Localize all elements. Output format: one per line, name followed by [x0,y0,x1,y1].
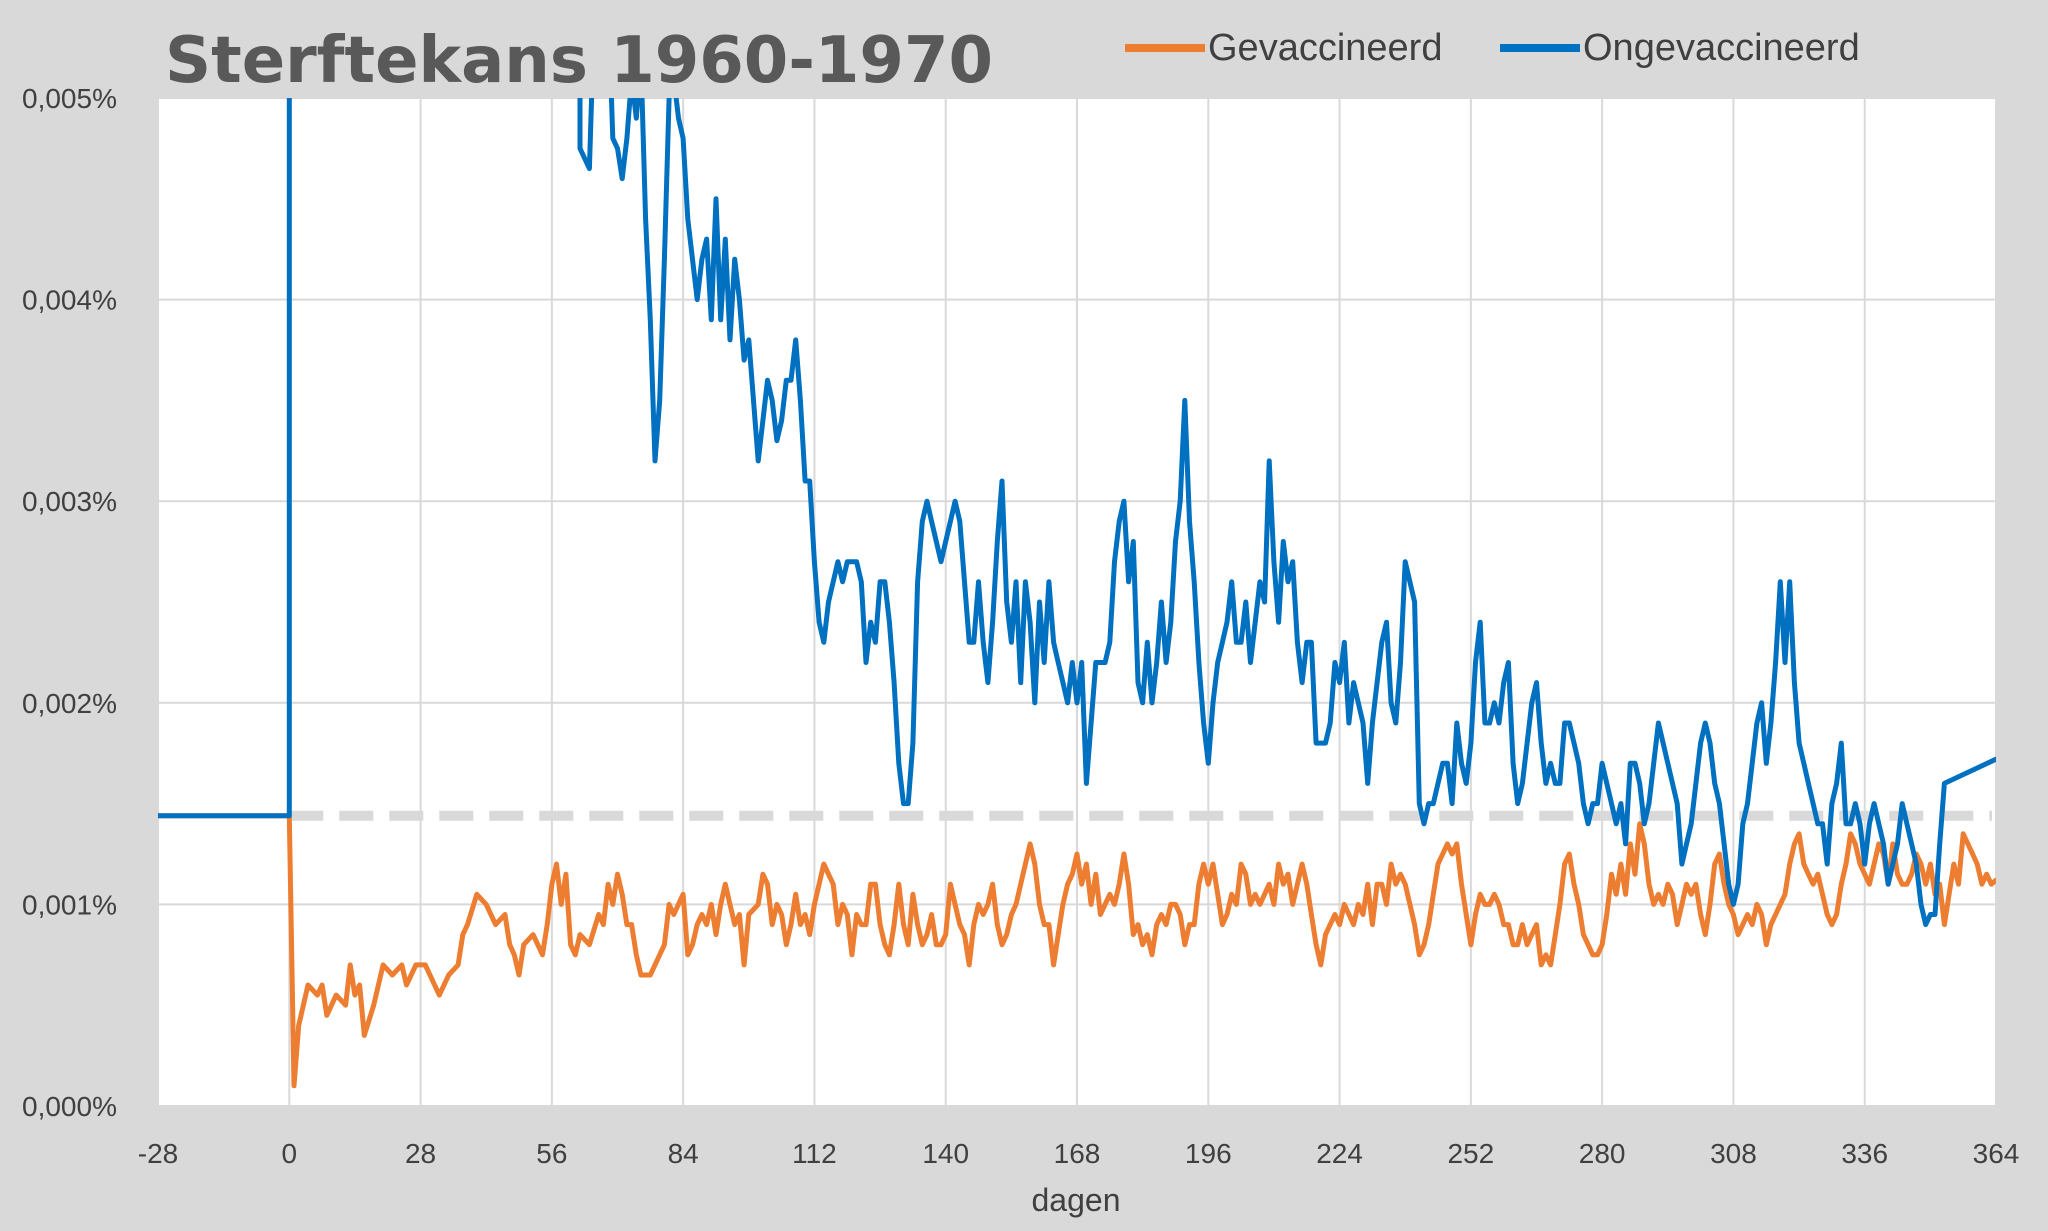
x-tick-label: 28 [405,1138,436,1169]
x-axis-label: dagen [1032,1182,1121,1218]
x-tick-label: 84 [668,1138,699,1169]
x-tick-label: 308 [1710,1138,1757,1169]
y-tick-label: 0,000% [22,1091,117,1122]
y-tick-label: 0,001% [22,889,117,920]
legend-label-ongevaccineerd: Ongevaccineerd [1583,27,1860,69]
x-tick-label: 252 [1447,1138,1494,1169]
x-tick-label: 280 [1579,1138,1626,1169]
x-tick-label: 0 [281,1138,297,1169]
axes: -28 0 28 56 84 112 140 168 196 224 252 280 308 336 364… [22,83,2019,1169]
x-tick-label: 224 [1316,1138,1363,1169]
x-tick-label: 336 [1841,1138,1888,1169]
x-tick-label: 56 [536,1138,567,1169]
y-tick-label: 0,003% [22,486,117,517]
y-tick-label: 0,002% [22,688,117,719]
chart-title: Sterftekans 1960-1970 [165,24,993,98]
series-line-ongevaccineerd [158,98,1996,928]
series-layer [158,98,1996,1089]
x-tick-label: 140 [922,1138,969,1169]
x-tick-label: 112 [792,1138,837,1169]
x-tick-label: 364 [1973,1138,2020,1169]
x-tick-label: -28 [138,1138,178,1169]
legend-label-gevaccineerd: Gevaccineerd [1208,27,1442,69]
y-tick-label: 0,004% [22,285,117,316]
series-line-gevaccineerd [158,813,1996,1089]
y-tick-label: 0,005% [22,83,117,114]
x-tick-label: 196 [1185,1138,1232,1169]
legend: Gevaccineerd Ongevaccineerd [1125,27,1860,69]
x-tick-label: 168 [1054,1138,1101,1169]
